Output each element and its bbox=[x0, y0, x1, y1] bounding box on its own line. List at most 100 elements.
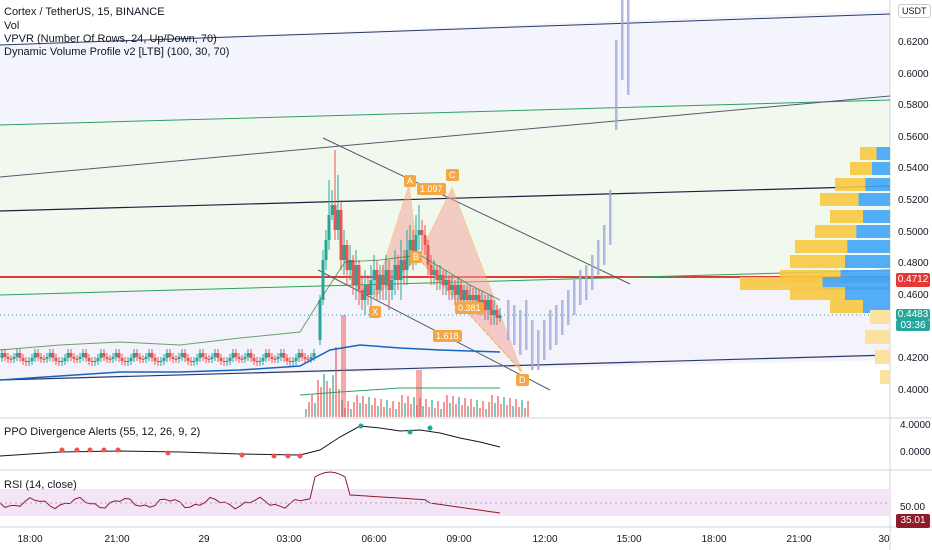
candle-body bbox=[297, 353, 301, 358]
volume-bar bbox=[356, 395, 358, 417]
candle-body bbox=[498, 315, 502, 318]
candle-body bbox=[63, 358, 67, 361]
time-axis-label: 30 bbox=[878, 534, 890, 545]
candle-body bbox=[99, 353, 103, 358]
candle-body bbox=[321, 260, 325, 300]
volume-bar bbox=[497, 396, 499, 417]
candle-body bbox=[57, 361, 61, 362]
candle-body bbox=[9, 359, 13, 360]
projection-bar bbox=[579, 270, 582, 305]
volume-bar bbox=[317, 380, 319, 417]
volume-profile-bar bbox=[850, 162, 872, 175]
candle-body bbox=[108, 359, 112, 360]
candle-body bbox=[75, 359, 79, 360]
candle-body bbox=[30, 358, 34, 361]
volume-bar bbox=[335, 347, 337, 417]
candle-body bbox=[405, 250, 409, 270]
candle-body bbox=[213, 353, 217, 357]
candle-body bbox=[207, 359, 211, 360]
projection-bar bbox=[507, 300, 510, 340]
candle-body bbox=[345, 245, 349, 270]
candle-body bbox=[351, 260, 355, 285]
candle-body bbox=[267, 353, 271, 357]
volume-bar bbox=[476, 400, 478, 417]
candle-body bbox=[159, 361, 163, 362]
projection-bar bbox=[585, 265, 588, 300]
candle-body bbox=[444, 280, 448, 285]
volume-profile-bar bbox=[790, 255, 845, 268]
volume-bar bbox=[320, 387, 322, 417]
price-axis-label: 0.4800 bbox=[898, 258, 929, 270]
dvp-legend[interactable]: Dynamic Volume Profile v2 [LTB] (100, 30… bbox=[4, 46, 230, 58]
candle-body bbox=[489, 300, 493, 315]
volume-bar bbox=[374, 398, 376, 417]
candle-body bbox=[474, 295, 478, 300]
candle-body bbox=[441, 275, 445, 285]
ppo-axis-label: 0.0000 bbox=[900, 447, 931, 458]
volume-bar bbox=[353, 402, 355, 417]
volume-bar bbox=[371, 405, 373, 417]
candle-body bbox=[492, 310, 496, 315]
time-axis-label: 09:00 bbox=[446, 534, 472, 545]
volume-profile-bar bbox=[860, 147, 877, 160]
volume-bar bbox=[347, 401, 349, 417]
volume-bar bbox=[368, 397, 370, 417]
volume-bar bbox=[329, 388, 331, 417]
candle-body bbox=[252, 358, 256, 361]
candle-body bbox=[486, 300, 490, 310]
candle-body bbox=[129, 358, 133, 361]
candle-body bbox=[174, 359, 178, 360]
volume-bar bbox=[350, 409, 352, 417]
candle-body bbox=[126, 361, 130, 362]
volume-profile-bar bbox=[835, 178, 866, 191]
candle-body bbox=[453, 285, 457, 295]
volume-bar bbox=[407, 396, 409, 417]
candle-body bbox=[273, 359, 277, 360]
candle-body bbox=[279, 353, 283, 357]
candle-body bbox=[105, 357, 109, 359]
candle-body bbox=[39, 357, 43, 359]
projection-bar bbox=[519, 310, 522, 355]
volume-bar bbox=[515, 399, 517, 417]
ppo-legend[interactable]: PPO Divergence Alerts (55, 12, 26, 9, 2) bbox=[4, 426, 201, 438]
candle-body bbox=[51, 353, 55, 358]
volume-bar bbox=[326, 381, 328, 417]
candle-body bbox=[123, 361, 127, 362]
volume-bar bbox=[488, 402, 490, 417]
candle-body bbox=[372, 270, 376, 280]
candle-body bbox=[162, 358, 166, 361]
volume-profile-bar bbox=[880, 370, 890, 384]
candle-body bbox=[183, 353, 187, 358]
candle-body bbox=[24, 361, 28, 362]
candle-body bbox=[318, 300, 322, 340]
ppo-signal-dot bbox=[427, 425, 433, 431]
candle-body bbox=[66, 353, 70, 358]
candle-body bbox=[264, 353, 268, 358]
rsi-legend[interactable]: RSI (14, close) bbox=[4, 479, 77, 491]
candle-body bbox=[408, 240, 412, 250]
projection-bar bbox=[609, 190, 612, 245]
candle-body bbox=[168, 353, 172, 357]
volume-bar bbox=[521, 400, 523, 417]
volume-profile-bar bbox=[845, 255, 890, 268]
volume-bar bbox=[494, 403, 496, 417]
projection-bar bbox=[531, 320, 534, 370]
candle-body bbox=[258, 361, 262, 362]
rsi-value-tag: 35.01 bbox=[896, 514, 930, 528]
volume-profile-bar bbox=[872, 162, 890, 175]
pattern-ratio-bc: 0.381 bbox=[455, 302, 484, 314]
volume-bar bbox=[461, 405, 463, 417]
candle-body bbox=[180, 353, 184, 357]
candle-body bbox=[228, 358, 232, 361]
vpvr-legend[interactable]: VPVR (Number Of Rows, 24, Up/Down, 70) bbox=[4, 33, 217, 45]
projection-bar bbox=[543, 320, 546, 360]
currency-button[interactable]: USDT bbox=[898, 4, 931, 18]
volume-bar bbox=[386, 400, 388, 417]
candle-body bbox=[411, 240, 415, 255]
volume-bar bbox=[464, 398, 466, 417]
pattern-point-d: D bbox=[516, 374, 529, 386]
candle-body bbox=[222, 361, 226, 362]
candle-body bbox=[360, 290, 364, 300]
vol-legend[interactable]: Vol bbox=[4, 20, 20, 32]
